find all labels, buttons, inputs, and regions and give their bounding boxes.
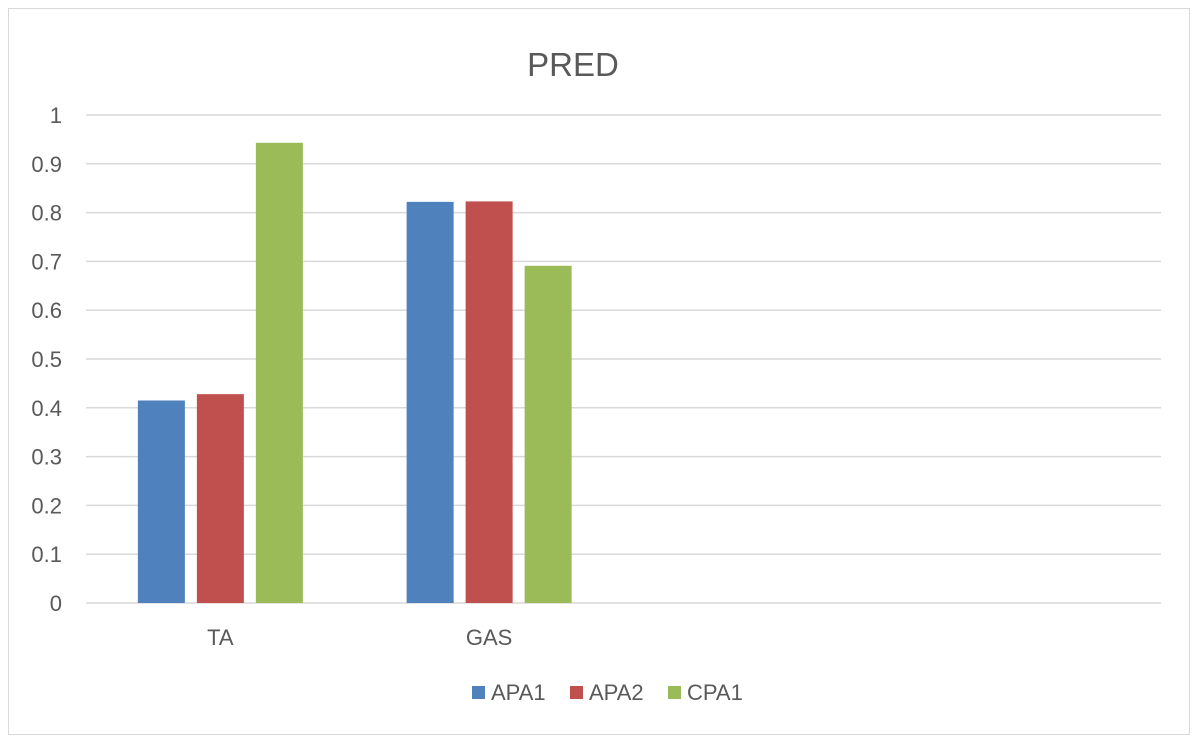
x-tick-label: GAS (466, 625, 512, 650)
y-tick-label: 0.8 (31, 201, 62, 226)
legend: APA1 APA2 CPA1 (472, 680, 743, 705)
legend-swatch-cpa1 (668, 686, 681, 699)
y-tick-label: 1 (50, 103, 62, 128)
bars (137, 142, 572, 604)
x-tick-label: TA (207, 625, 234, 650)
bar-apa1-gas (406, 201, 454, 603)
y-tick-label: 0 (50, 591, 62, 616)
y-tick-label: 0.1 (31, 542, 62, 567)
legend-swatch-apa1 (472, 686, 485, 699)
x-axis-tick-labels: TA GAS (207, 625, 512, 650)
legend-label-apa2: APA2 (589, 680, 644, 705)
y-tick-label: 0.6 (31, 298, 62, 323)
legend-label-cpa1: CPA1 (687, 680, 743, 705)
y-tick-label: 0.2 (31, 493, 62, 518)
y-tick-label: 0.5 (31, 347, 62, 372)
chart-title: PRED (527, 46, 619, 83)
legend-label-apa1: APA1 (491, 680, 546, 705)
chart-frame (8, 8, 1190, 735)
y-tick-label: 0.7 (31, 249, 62, 274)
bar-apa2-ta (196, 394, 244, 603)
bar-apa2-gas (465, 201, 513, 603)
bar-cpa1-ta (255, 142, 303, 604)
bar-cpa1-gas (524, 265, 572, 603)
y-tick-label: 0.4 (31, 396, 62, 421)
y-axis-tick-labels: 0 0.1 0.2 0.3 0.4 0.5 0.6 0.7 0.8 0.9 1 (31, 103, 62, 616)
gridlines (86, 114, 1161, 604)
legend-swatch-apa2 (570, 686, 583, 699)
y-tick-label: 0.3 (31, 445, 62, 470)
y-tick-label: 0.9 (31, 152, 62, 177)
bar-apa1-ta (137, 400, 185, 603)
